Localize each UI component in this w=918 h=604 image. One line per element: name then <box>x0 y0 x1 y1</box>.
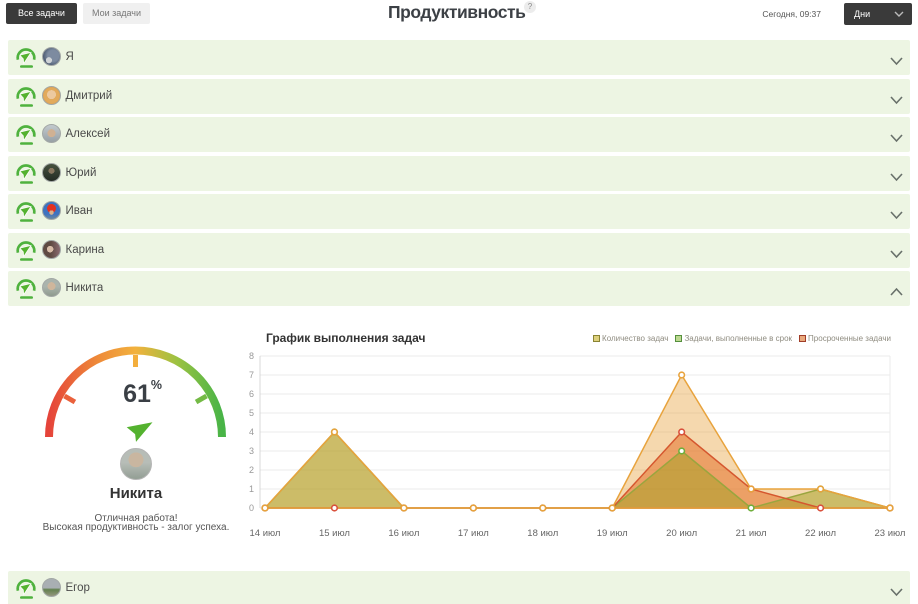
svg-text:0: 0 <box>249 503 254 513</box>
svg-text:2: 2 <box>249 465 254 475</box>
svg-text:6: 6 <box>249 389 254 399</box>
svg-text:16 июл: 16 июл <box>388 528 419 539</box>
svg-text:17 июл: 17 июл <box>458 528 489 539</box>
svg-text:3: 3 <box>249 446 254 456</box>
svg-text:21 июл: 21 июл <box>736 528 767 539</box>
svg-text:19 июл: 19 июл <box>597 528 628 539</box>
svg-text:15 июл: 15 июл <box>319 528 350 539</box>
svg-text:4: 4 <box>249 427 254 437</box>
svg-text:20 июл: 20 июл <box>666 528 697 539</box>
svg-text:8: 8 <box>249 351 254 361</box>
svg-text:1: 1 <box>249 484 254 494</box>
svg-text:7: 7 <box>249 370 254 380</box>
svg-text:14 июл: 14 июл <box>250 528 281 539</box>
svg-text:22 июл: 22 июл <box>805 528 836 539</box>
svg-text:18 июл: 18 июл <box>527 528 558 539</box>
svg-text:5: 5 <box>249 408 254 418</box>
svg-text:23 июл: 23 июл <box>875 528 906 539</box>
